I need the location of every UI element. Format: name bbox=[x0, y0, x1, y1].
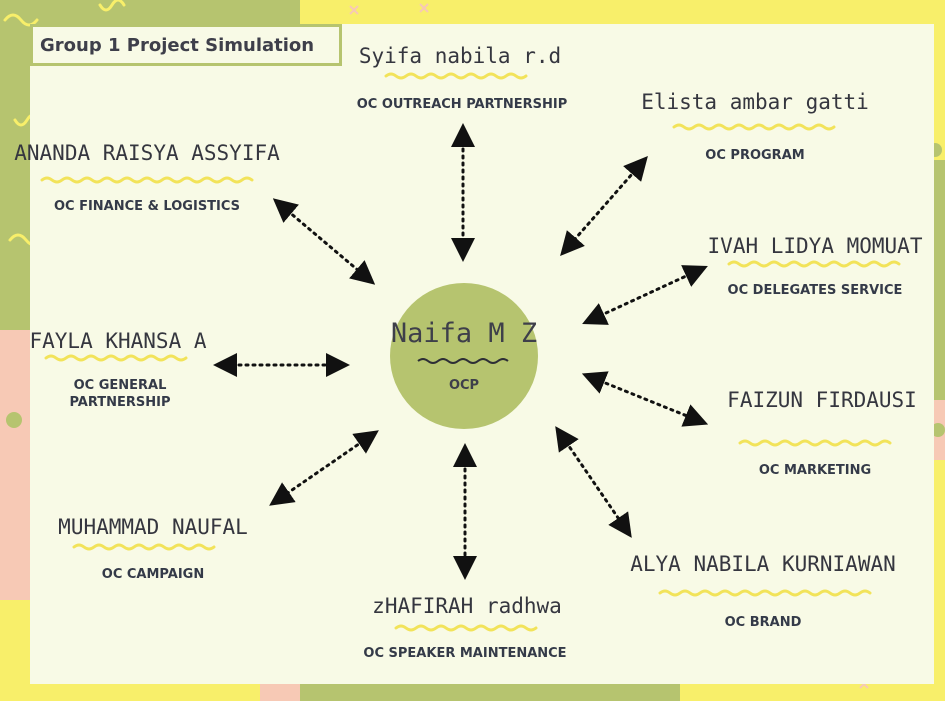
arrow-elista bbox=[560, 155, 648, 257]
center-node bbox=[390, 283, 538, 429]
member-role-faizun: OC MARKETING bbox=[758, 463, 872, 478]
center-name: Naifa M Z bbox=[390, 318, 538, 349]
member-role-elista: OC PROGRAM bbox=[705, 148, 805, 163]
member-role-zhafirah: OC SPEAKER MAINTENANCE bbox=[363, 646, 567, 661]
underline-naufal bbox=[72, 543, 216, 551]
underline-fayla bbox=[44, 354, 188, 362]
member-role-ananda: OC FINANCE & LOGISTICS bbox=[53, 199, 241, 214]
member-name-ivah: IVAH LIDYA MOMUAT bbox=[707, 234, 923, 258]
arrow-naufal bbox=[269, 430, 379, 506]
underline-faizun bbox=[738, 439, 892, 447]
member-name-alya: ALYA NABILA KURNIAWAN bbox=[630, 552, 896, 576]
member-role-naufal: OC CAMPAIGN bbox=[101, 567, 205, 582]
center-role: OCP bbox=[448, 378, 480, 393]
underline-syifa bbox=[384, 72, 528, 80]
arrow-faizun bbox=[581, 371, 709, 427]
member-role-syifa: OC OUTREACH PARTNERSHIP bbox=[356, 97, 568, 112]
underline-alya bbox=[658, 589, 872, 597]
member-name-ananda: ANANDA RAISYA ASSYIFA bbox=[14, 141, 280, 165]
arrow-alya bbox=[555, 426, 632, 538]
page-title: Group 1 Project Simulation bbox=[40, 35, 315, 56]
underline-elista bbox=[672, 123, 836, 131]
member-name-syifa: Syifa nabila r.d bbox=[358, 44, 562, 68]
underline-zhafirah bbox=[394, 624, 538, 632]
underline-ivah bbox=[727, 260, 901, 268]
member-role-ivah: OC DELEGATES SERVICE bbox=[727, 283, 903, 298]
arrow-ivah bbox=[582, 265, 708, 325]
member-role-fayla-line2: PARTNERSHIP bbox=[69, 395, 171, 410]
member-name-naufal: MUHAMMAD NAUFAL bbox=[58, 515, 248, 539]
member-role-fayla-line1: OC GENERAL bbox=[73, 378, 167, 393]
arrow-ananda bbox=[272, 198, 376, 285]
member-name-elista: Elista ambar gatti bbox=[641, 90, 869, 114]
underline-ananda bbox=[40, 176, 254, 184]
member-name-zhafirah: zHAFIRAH radhwa bbox=[372, 594, 562, 618]
title-box: Group 1 Project Simulation bbox=[30, 24, 342, 66]
member-name-faizun: FAIZUN FIRDAUSI bbox=[727, 388, 917, 412]
member-role-alya: OC BRAND bbox=[724, 615, 802, 630]
member-role-fayla: OC GENERAL PARTNERSHIP bbox=[69, 377, 170, 411]
member-name-fayla: FAYLA KHANSA A bbox=[29, 329, 207, 353]
